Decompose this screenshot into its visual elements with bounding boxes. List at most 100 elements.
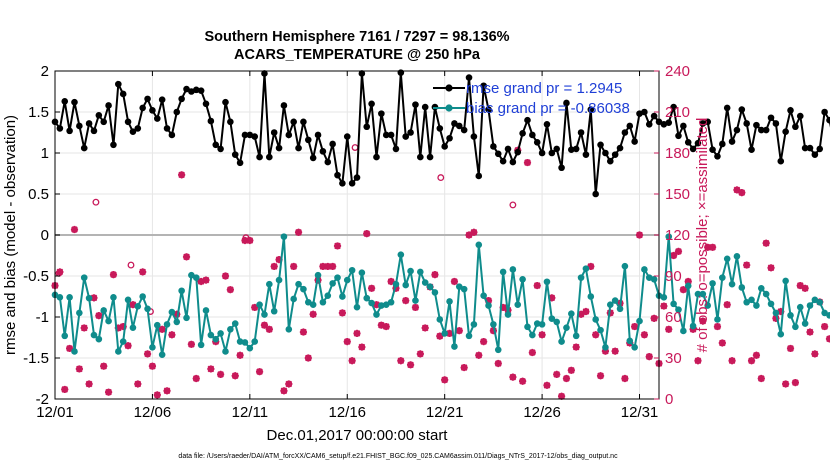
bias-point <box>300 285 307 293</box>
obs-assimilated-marker <box>572 343 580 351</box>
obs-assimilated-marker <box>743 261 751 269</box>
bias-point <box>553 318 561 326</box>
bias-point <box>533 320 541 327</box>
obs-assimilated-marker <box>723 301 731 309</box>
bias-point <box>110 294 117 301</box>
rmse-point <box>100 118 108 126</box>
bias-point <box>616 305 624 313</box>
bias-point <box>475 241 483 249</box>
obs-assimilated-marker <box>484 297 493 305</box>
bias-point <box>339 293 346 300</box>
rmse-point <box>524 116 531 124</box>
bias-point <box>568 310 575 318</box>
y-tick-label: -1.5 <box>23 350 49 367</box>
bias-point <box>460 285 468 293</box>
bias-point <box>641 266 648 273</box>
obs-assimilated-marker <box>548 294 556 302</box>
obs-assimilated-marker <box>119 322 127 331</box>
bias-point <box>558 338 565 345</box>
obs-assimilated-marker <box>796 281 804 290</box>
bias-point <box>329 280 336 287</box>
obs-assimilated-marker <box>825 335 830 343</box>
rmse-point <box>319 148 327 155</box>
obs-assimilated-marker <box>567 366 575 374</box>
rmse-point <box>363 123 371 131</box>
rmse-point <box>543 121 551 128</box>
rmse-point <box>304 136 312 144</box>
bias-point <box>543 278 551 286</box>
obs-assimilated-marker <box>85 380 93 388</box>
rmse-point <box>343 133 351 140</box>
rmse-point <box>110 141 117 149</box>
obs-assimilated-marker <box>562 374 571 383</box>
bias-point <box>236 338 244 345</box>
rmse-point <box>95 111 103 119</box>
rmse-point <box>582 151 590 158</box>
obs-assimilated-marker <box>762 239 770 247</box>
obs-assimilated-marker <box>694 357 702 365</box>
rmse-point <box>387 131 395 139</box>
bias-point <box>363 294 371 302</box>
rmse-point <box>796 112 804 120</box>
obs-assimilated-marker <box>104 388 113 396</box>
bias-point <box>426 283 434 290</box>
bias-point <box>66 294 73 301</box>
obs-assimilated-marker <box>387 277 395 286</box>
bias-point <box>582 265 590 272</box>
obs-assimilated-marker <box>153 391 161 399</box>
rmse-point <box>465 74 473 81</box>
rmse-point <box>124 118 132 126</box>
obs-assimilated-marker <box>621 374 629 383</box>
bias-point <box>796 303 804 311</box>
chart-title-line2: ACARS_TEMPERATURE @ 250 hPa <box>234 47 481 63</box>
y-tick-label: 1.5 <box>28 104 49 121</box>
bias-point <box>792 323 799 331</box>
bias-point <box>470 321 478 328</box>
obs-assimilated-marker <box>270 262 278 271</box>
rmse-point <box>675 132 682 140</box>
rmse-point <box>207 117 215 125</box>
rmse-point <box>645 121 653 128</box>
obs-assimilated-marker <box>358 343 366 351</box>
obs-assimilated-marker <box>670 251 678 260</box>
obs-assimilated-marker <box>280 387 288 395</box>
x-tick-label: 12/11 <box>232 404 268 421</box>
data-file-footer: data file: /Users/raeder/DAI/ATM_forcXX/… <box>178 453 618 460</box>
rmse-point <box>577 129 585 136</box>
rmse-point <box>616 144 624 152</box>
bias-point <box>787 312 794 319</box>
bias-point <box>115 348 122 355</box>
x-tick-label: 12/16 <box>328 404 366 421</box>
bias-point <box>762 290 770 298</box>
obs-assimilated-marker <box>767 264 775 272</box>
obs-assimilated-marker <box>192 374 200 383</box>
rmse-point <box>202 100 210 108</box>
bias-point <box>392 280 400 288</box>
bias-point <box>689 322 697 330</box>
obs-assimilated-marker <box>207 365 215 373</box>
bias-point <box>684 282 692 290</box>
bias-point <box>348 266 356 274</box>
obs-assimilated-marker <box>592 331 600 339</box>
obs-assimilated-marker <box>353 329 361 337</box>
bias-point <box>436 316 444 323</box>
bias-point <box>285 326 293 333</box>
obs-assimilated-marker <box>56 268 64 276</box>
y-right-tick-label: 240 <box>665 63 690 80</box>
bias-point <box>378 302 385 309</box>
obs-assimilated-marker <box>406 361 415 369</box>
x-tick-label: 12/01 <box>36 404 74 421</box>
rmse-point <box>241 131 249 139</box>
rmse-point <box>66 127 73 135</box>
bias-point <box>207 331 215 339</box>
rmse-point <box>295 144 302 152</box>
obs-assimilated-marker <box>699 317 707 325</box>
rmse-point <box>777 157 785 165</box>
bias-point <box>816 298 824 306</box>
bias-point <box>504 311 512 318</box>
rmse-point <box>767 114 775 122</box>
obs-assimilated-marker <box>494 359 502 368</box>
bias-point <box>304 298 312 306</box>
obs-assimilated-marker <box>299 328 308 336</box>
obs-assimilated-marker <box>640 331 648 339</box>
